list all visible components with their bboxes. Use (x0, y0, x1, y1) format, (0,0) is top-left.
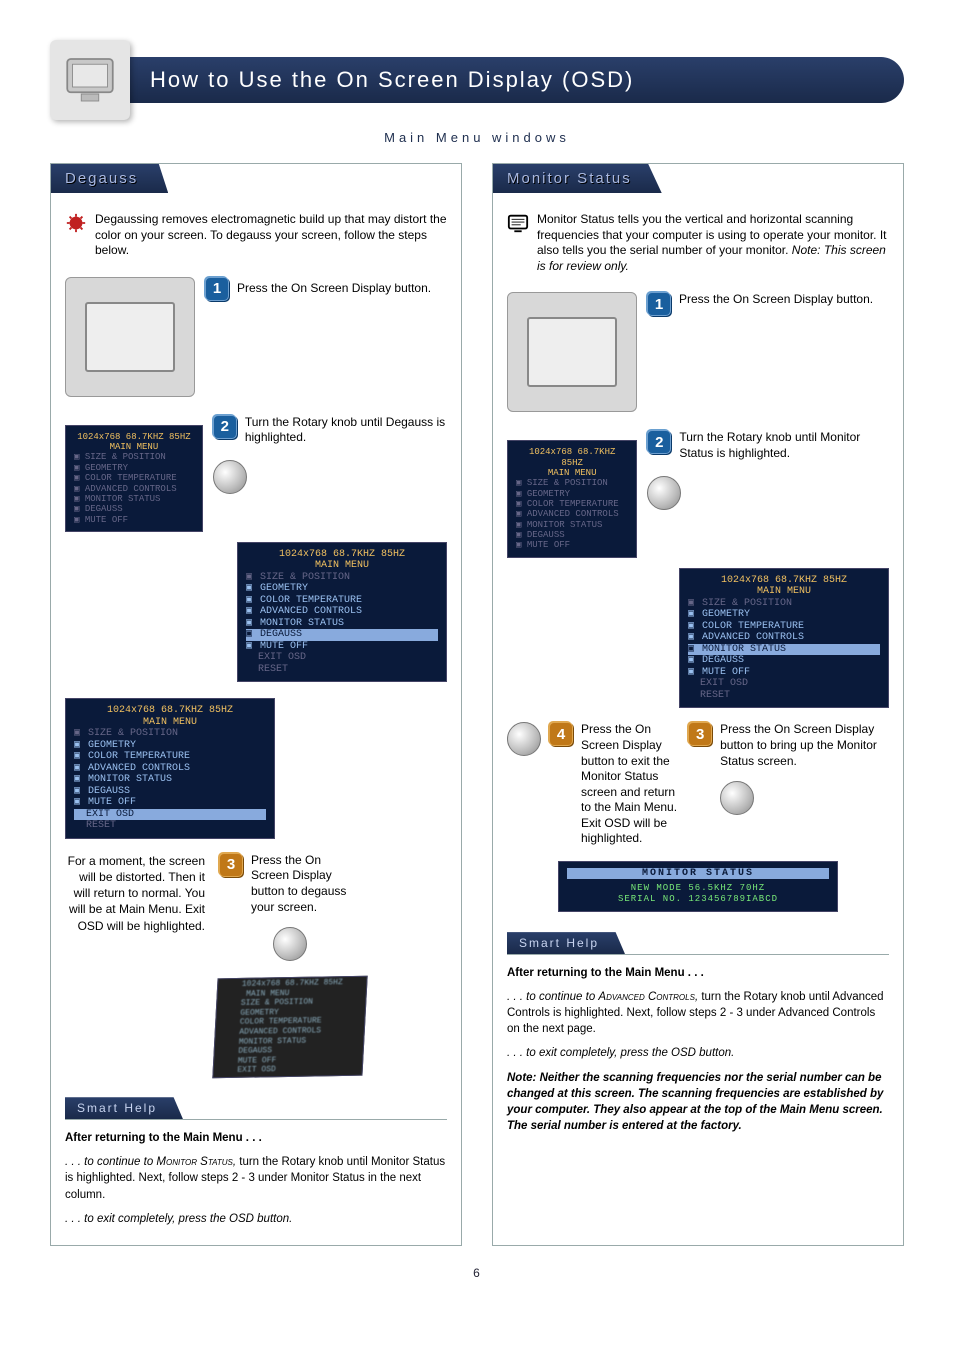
osd-title-line: MAIN MENU (246, 560, 438, 572)
page-subtitle: Main Menu windows (50, 130, 904, 145)
status-line2: SERIAL NO. 123456789IABCD (618, 894, 778, 904)
osd-header-line: 1024x768 68.7KHZ 85HZ (688, 575, 880, 587)
columns: Degauss Degaussing removes electromagnet… (50, 163, 904, 1246)
monitor-step2-text: Turn the Rotary knob until Monitor Statu… (679, 430, 889, 461)
degauss-step3-text: Press the On Screen Display button to de… (251, 853, 361, 915)
rotary-knob-icon (507, 722, 541, 756)
page: How to Use the On Screen Display (OSD) M… (0, 0, 954, 1300)
sh-lead: After returning to the Main Menu . . . (65, 1130, 447, 1146)
monitor-page-icon (50, 40, 130, 120)
status-box-title: MONITOR STATUS (567, 868, 829, 879)
sh-p2: . . . to exit completely, press the OSD … (65, 1211, 447, 1227)
rotary-knob-icon (273, 927, 307, 961)
step-badge-2: 2 (647, 430, 671, 454)
crt-figure (507, 292, 637, 412)
osd-title-line2: MAIN MENU (74, 717, 266, 729)
degauss-step2: 1024x768 68.7KHZ 85HZ MAIN MENU ▣ SIZE &… (65, 415, 447, 532)
sh-note: Note: Neither the scanning frequencies n… (507, 1070, 889, 1134)
rotary-knob-icon (213, 460, 247, 494)
sh-p1-prefix: . . . to continue to (65, 1156, 156, 1168)
rotary-knob-icon (647, 476, 681, 510)
step-badge-1: 1 (205, 277, 229, 301)
sh-p1: . . . to continue to Advanced Controls, … (507, 989, 889, 1037)
sh-p1-prefix: . . . to continue to (507, 991, 598, 1003)
sh-lead: After returning to the Main Menu . . . (507, 965, 889, 981)
degauss-thumb-osd: 1024x768 68.7KHZ 85HZ MAIN MENU ▣ SIZE &… (65, 425, 203, 532)
degauss-osd-exit: 1024x768 68.7KHZ 85HZ MAIN MENU ▣SIZE & … (65, 698, 275, 839)
monitor-step3-text: Press the On Screen Display button to br… (720, 722, 889, 769)
degauss-intro-row: Degaussing removes electromagnetic build… (65, 212, 447, 259)
smart-help-label: Smart Help (65, 1097, 183, 1119)
step-badge-3: 3 (219, 853, 243, 877)
monitor-thumb-osd: 1024x768 68.7KHZ 85HZ MAIN MENU ▣ SIZE &… (507, 440, 637, 557)
step-badge-4: 4 (549, 722, 573, 746)
smart-help-label: Smart Help (507, 932, 625, 954)
monitor-status-panel: Monitor Status Monitor Status tells you … (492, 163, 904, 1246)
sh-p1: . . . to continue to Monitor Status, tur… (65, 1154, 447, 1202)
degauss-heading: Degauss (51, 164, 168, 193)
status-line1: NEW MODE 56.5KHZ 70HZ (631, 883, 765, 893)
degauss-step3-row: For a moment, the screen will be distort… (65, 853, 447, 1077)
degauss-osd-highlighted: 1024x768 68.7KHZ 85HZ MAIN MENU ▣SIZE & … (237, 542, 447, 683)
monitor-status-icon (507, 212, 529, 234)
monitor-header: Monitor Status (493, 164, 903, 200)
osd-thumb-header: 1024x768 68.7KHZ 85HZ (516, 447, 628, 468)
page-number: 6 (50, 1266, 904, 1280)
monitor-smart-help: Smart Help After returning to the Main M… (507, 932, 889, 1134)
monitor-intro-text: Monitor Status tells you the vertical an… (537, 212, 889, 274)
monitor-step4-text: Press the On Screen Display button to ex… (581, 722, 678, 847)
degauss-intro-text: Degaussing removes electromagnetic build… (95, 212, 447, 259)
degauss-header: Degauss (51, 164, 461, 200)
monitor-step1: 1 Press the On Screen Display button. (507, 292, 889, 412)
step-badge-2: 2 (213, 415, 237, 439)
sh-p2-text: . . . to exit completely, press the OSD … (65, 1213, 292, 1225)
monitor-osd-highlighted: 1024x768 68.7KHZ 85HZ MAIN MENU ▣SIZE & … (679, 568, 889, 709)
degauss-step1-text: Press the On Screen Display button. (237, 281, 431, 297)
monitor-step3-4-row: 4 Press the On Screen Display button to … (507, 722, 889, 847)
crt-figure (65, 277, 195, 397)
degauss-icon (65, 212, 87, 234)
sh-p1-target: Advanced Controls, (598, 991, 698, 1003)
degauss-step1: 1 Press the On Screen Display button. (65, 277, 447, 397)
step-badge-1: 1 (647, 292, 671, 316)
monitor-status-readout: MONITOR STATUS NEW MODE 56.5KHZ 70HZ SER… (558, 861, 838, 912)
page-header: How to Use the On Screen Display (OSD) (50, 40, 904, 120)
sh-p1-target: Monitor Status, (156, 1156, 236, 1168)
monitor-step1-text: Press the On Screen Display button. (679, 292, 873, 308)
degauss-smart-help: Smart Help After returning to the Main M… (65, 1097, 447, 1226)
step-badge-3: 3 (688, 722, 712, 746)
osd-thumb-header: 1024x768 68.7KHZ 85HZ (74, 432, 194, 442)
osd-thumb-title: MAIN MENU (74, 442, 194, 452)
osd-thumb-title: MAIN MENU (516, 468, 628, 478)
osd-header-line: 1024x768 68.7KHZ 85HZ (246, 549, 438, 561)
degauss-step2-text: Turn the Rotary knob until Degauss is hi… (245, 415, 447, 446)
degauss-panel: Degauss Degaussing removes electromagnet… (50, 163, 462, 1246)
monitor-heading: Monitor Status (493, 164, 662, 193)
degauss-result-text: For a moment, the screen will be distort… (65, 853, 205, 934)
distorted-screen-figure: 1024x768 68.7KHZ 85HZ MAIN MENUSIZE & PO… (212, 976, 367, 1079)
sh-p2: . . . to exit completely, press the OSD … (507, 1045, 889, 1061)
monitor-step2: 1024x768 68.7KHZ 85HZ MAIN MENU ▣ SIZE &… (507, 430, 889, 557)
page-title: How to Use the On Screen Display (OSD) (110, 57, 904, 103)
osd-header-line2: 1024x768 68.7KHZ 85HZ (74, 705, 266, 717)
monitor-intro-row: Monitor Status tells you the vertical an… (507, 212, 889, 274)
osd-title-line: MAIN MENU (688, 586, 880, 598)
rotary-knob-icon (720, 781, 754, 815)
